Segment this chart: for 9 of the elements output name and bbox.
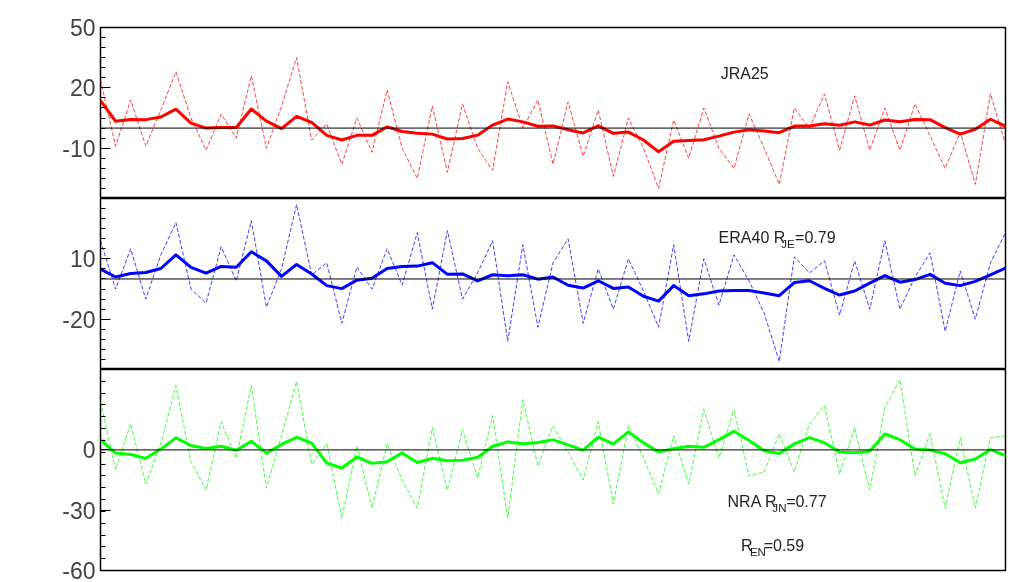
y-tick-label: 0 bbox=[82, 437, 96, 464]
y-tick-label: -10 bbox=[62, 135, 96, 162]
y-tick-label: -30 bbox=[62, 497, 96, 524]
y-tick-label: -20 bbox=[62, 306, 96, 333]
y-tick-label: 10 bbox=[69, 246, 96, 273]
y-tick-label: 50 bbox=[69, 15, 96, 41]
y-tick-label: -60 bbox=[62, 558, 96, 582]
y-tick-label: 20 bbox=[69, 75, 96, 102]
annotation: JRA25 bbox=[720, 65, 769, 83]
